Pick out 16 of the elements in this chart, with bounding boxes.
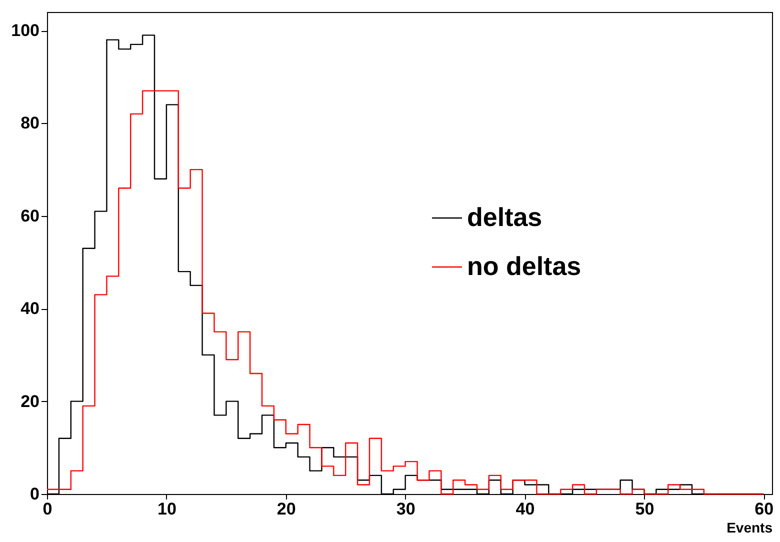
y-tick-label: 20 — [20, 392, 40, 411]
y-tick-label: 100 — [11, 21, 40, 40]
legend-label: deltas — [467, 202, 542, 232]
y-tick-label: 0 — [30, 484, 40, 504]
legend-label: no deltas — [467, 251, 582, 281]
x-axis-title: Events — [726, 520, 773, 536]
x-tick-label: 10 — [157, 500, 176, 518]
x-tick-label: 20 — [276, 500, 296, 518]
y-tick-label: 40 — [20, 299, 40, 318]
x-tick-label: 40 — [516, 500, 535, 518]
y-tick-label: 60 — [20, 206, 40, 226]
x-tick-label: 50 — [635, 500, 654, 518]
y-tick-label: 80 — [20, 114, 40, 133]
x-tick-label: 30 — [396, 500, 416, 518]
x-tick-label: 0 — [42, 500, 52, 518]
x-tick-label: 60 — [754, 500, 774, 518]
